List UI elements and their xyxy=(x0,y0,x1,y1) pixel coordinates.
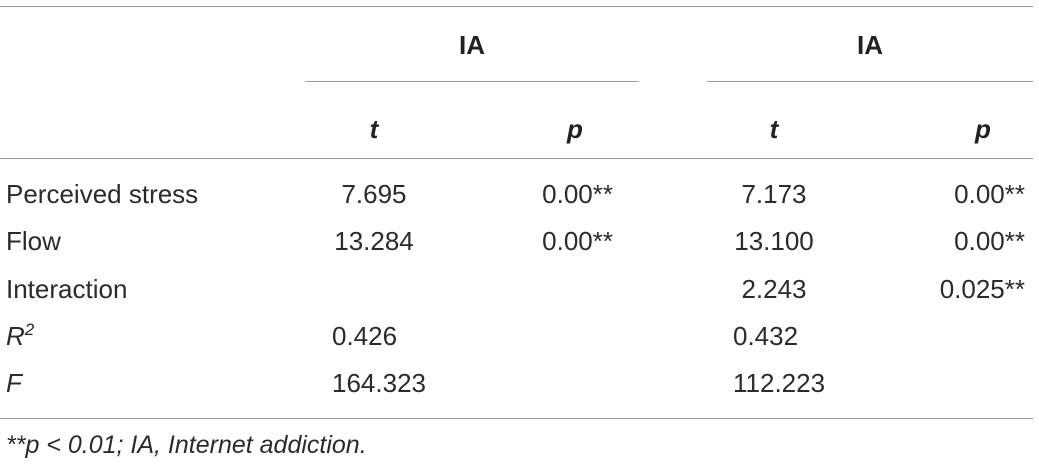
cell-t2: 2.243 xyxy=(741,274,807,304)
r-squared-base: R xyxy=(6,321,25,351)
table-footnote: **p < 0.01; IA, Internet addiction. xyxy=(6,431,367,459)
r-squared-exponent: 2 xyxy=(24,320,35,339)
r-squared-label: R2 xyxy=(6,320,35,351)
cell-t2: 13.100 xyxy=(734,226,814,256)
cell-p2: 0.025** xyxy=(939,274,1025,304)
col-header-p2: p xyxy=(975,114,991,144)
group-header-1: IA xyxy=(459,30,485,60)
cell-t2: 7.173 xyxy=(741,179,807,209)
f-value-2: 112.223 xyxy=(733,368,826,398)
cell-t1: 13.284 xyxy=(334,226,414,256)
col-header-t1: t xyxy=(369,114,379,144)
cell-t1: 7.695 xyxy=(341,179,407,209)
group-rule-1 xyxy=(305,81,639,82)
top-rule xyxy=(0,6,1033,7)
cell-p2: 0.00** xyxy=(954,226,1025,256)
row-label: Flow xyxy=(6,226,61,256)
col-header-p1: p xyxy=(567,114,583,144)
row-label: Interaction xyxy=(6,274,128,304)
col-header-t2: t xyxy=(769,114,779,144)
header-rule xyxy=(0,158,1033,159)
bottom-rule xyxy=(0,418,1033,419)
cell-p2: 0.00** xyxy=(954,179,1025,209)
group-rule-2 xyxy=(707,81,1033,82)
group-header-2: IA xyxy=(857,30,883,60)
f-label: F xyxy=(6,368,22,398)
r-squared-value-1: 0.426 xyxy=(332,321,398,351)
f-value-1: 164.323 xyxy=(332,368,426,398)
row-label: Perceived stress xyxy=(6,179,199,209)
cell-p1: 0.00** xyxy=(542,226,613,256)
cell-p1: 0.00** xyxy=(542,179,613,209)
r-squared-value-2: 0.432 xyxy=(733,321,799,351)
